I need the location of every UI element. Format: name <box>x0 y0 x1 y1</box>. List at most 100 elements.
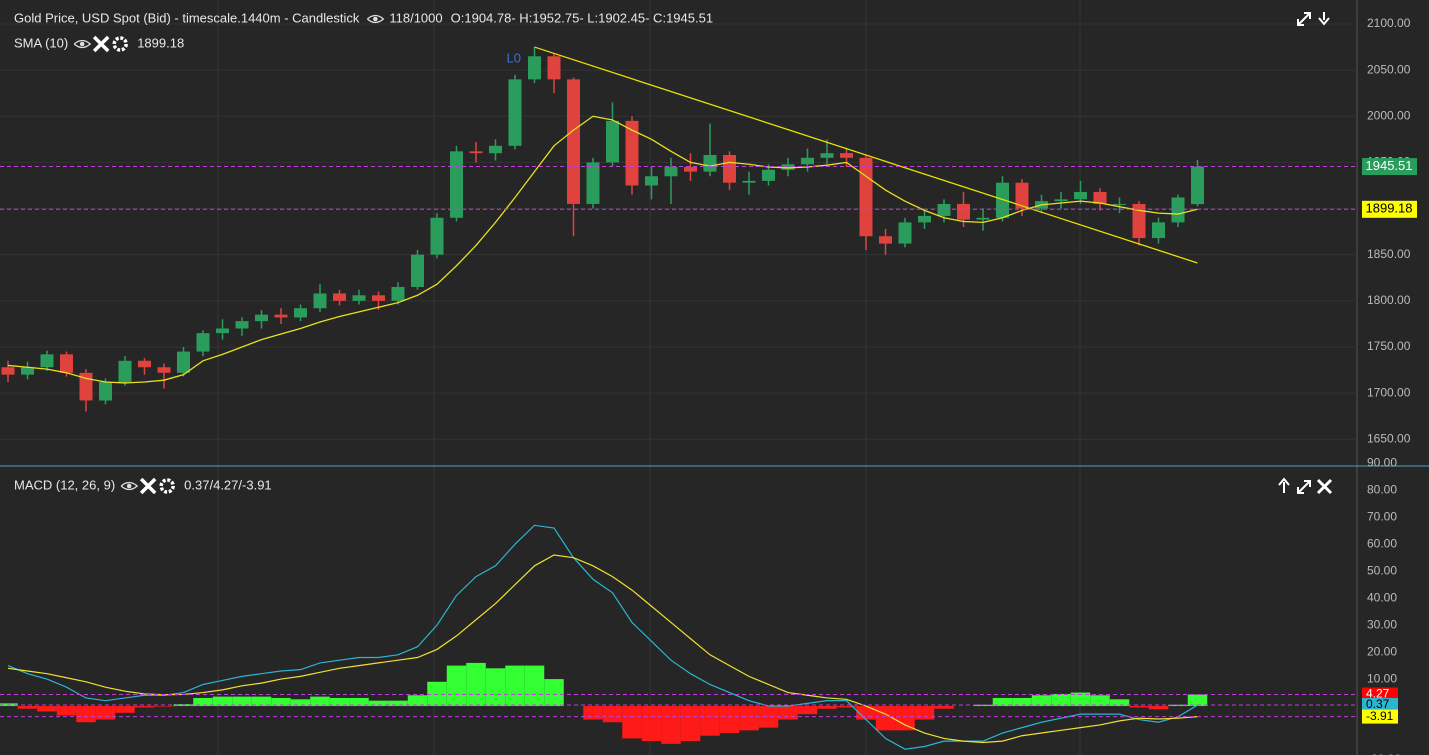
legend-text: - H: <box>511 10 532 25</box>
histogram-bar <box>134 706 155 708</box>
move-up-icon[interactable] <box>1278 477 1290 493</box>
histogram-bar <box>466 662 486 707</box>
settings-icon[interactable] <box>159 478 175 494</box>
y-tick-label: 1800.00 <box>1367 293 1411 307</box>
maximize-icon[interactable] <box>1297 12 1311 26</box>
candle-body <box>1015 182 1029 209</box>
histogram-bar <box>56 706 77 716</box>
candle-body <box>255 314 268 322</box>
candle-body <box>40 354 54 368</box>
histogram-bar <box>407 695 428 707</box>
remove-icon[interactable] <box>92 35 110 53</box>
histogram-bar <box>622 706 642 739</box>
sma-line <box>7 115 1198 384</box>
histogram-bar <box>778 706 798 720</box>
candle-body <box>274 314 288 318</box>
visibility-icon[interactable] <box>366 14 385 24</box>
candle-body <box>976 217 990 220</box>
visibility-icon[interactable] <box>73 39 92 49</box>
candle-body <box>664 167 678 177</box>
candle-body <box>742 180 756 183</box>
candle-body <box>489 145 502 154</box>
histogram-bar <box>115 706 135 713</box>
remove-icon[interactable] <box>139 477 157 495</box>
value-tag-label: 4.27 <box>1366 687 1390 701</box>
candle-body <box>918 215 931 223</box>
y-tick-label: 40.00 <box>1367 590 1397 604</box>
histogram-bar <box>17 706 38 709</box>
legend-text: SMA (10) <box>14 35 68 50</box>
y-tick-label: 30.00 <box>1367 617 1397 631</box>
visibility-icon[interactable] <box>120 481 139 491</box>
candle-body <box>469 151 483 154</box>
histogram-bar <box>758 706 779 728</box>
legend-text: 1899.18 <box>137 35 184 50</box>
histogram-bar <box>1090 695 1110 707</box>
legend-text: 4.27 <box>213 477 238 492</box>
candle-body <box>820 153 834 158</box>
value-tag-label: -3.91 <box>1366 709 1394 723</box>
candle-body <box>898 222 912 244</box>
histogram-bar <box>76 706 96 723</box>
y-tick-label: 70.00 <box>1367 509 1397 523</box>
candle-body <box>703 155 717 172</box>
candle-body <box>138 360 151 368</box>
legend-text: 1945.51 <box>666 10 713 25</box>
candle-body <box>1113 203 1126 205</box>
y-tick-label: 2000.00 <box>1367 108 1411 122</box>
value-tag <box>1362 698 1398 713</box>
visibility-icon-pupil[interactable] <box>373 16 378 22</box>
histogram-bar <box>641 706 662 742</box>
histogram-bar <box>290 699 311 707</box>
histogram-bar <box>719 706 740 734</box>
legend-text: / <box>238 477 242 492</box>
candle-body <box>528 56 541 80</box>
histogram-bar <box>739 706 759 731</box>
histogram-bar <box>212 696 233 707</box>
histogram-bar <box>836 706 857 708</box>
candle-body <box>157 367 171 373</box>
value-tag-label: 0.37 <box>1366 697 1390 711</box>
settings-icon[interactable] <box>112 36 128 52</box>
candle-body <box>294 308 307 318</box>
visibility-icon-pupil[interactable] <box>126 483 132 489</box>
panel-tools[interactable] <box>1278 12 1333 495</box>
settings-icon-hole[interactable] <box>165 484 170 488</box>
price-tag <box>1362 200 1417 218</box>
candle-body <box>508 79 522 146</box>
candle-body <box>684 167 697 172</box>
candle-body <box>840 153 853 158</box>
histogram-bar <box>95 706 116 720</box>
histogram-bar <box>310 696 330 707</box>
legend-text: / <box>209 477 213 492</box>
candle-body <box>645 176 658 186</box>
candle-body <box>801 157 814 165</box>
histogram-bar <box>1187 694 1208 707</box>
close-icon[interactable] <box>1316 478 1333 495</box>
legend-text: -3.91 <box>242 477 272 492</box>
candle-body <box>21 367 34 375</box>
histogram-bar <box>992 697 1013 707</box>
histogram-bar <box>368 700 389 707</box>
histogram-bar <box>934 706 954 709</box>
candle-body <box>762 169 775 181</box>
y-tick-label: -20.00 <box>1367 752 1401 755</box>
histogram-bar <box>1148 706 1169 710</box>
candle-body <box>196 333 210 352</box>
maximize-icon[interactable] <box>1297 480 1311 494</box>
y-tick-label: 10.00 <box>1367 671 1397 685</box>
candle-body <box>333 293 346 301</box>
settings-icon-hole[interactable] <box>118 42 123 46</box>
candle-body <box>313 293 327 309</box>
legend-text: 1952.75 <box>532 10 579 25</box>
move-down-icon[interactable] <box>1318 12 1330 26</box>
legend-text: Gold Price, USD Spot (Bid) - timescale.1… <box>14 10 360 25</box>
histogram-bar <box>232 696 252 707</box>
signal-line <box>7 554 1198 744</box>
y-tick-label: 1750.00 <box>1367 339 1411 353</box>
histogram-bar <box>485 668 506 707</box>
trend-line <box>534 46 1198 264</box>
visibility-icon-pupil[interactable] <box>79 41 85 47</box>
candle-body <box>723 155 736 183</box>
